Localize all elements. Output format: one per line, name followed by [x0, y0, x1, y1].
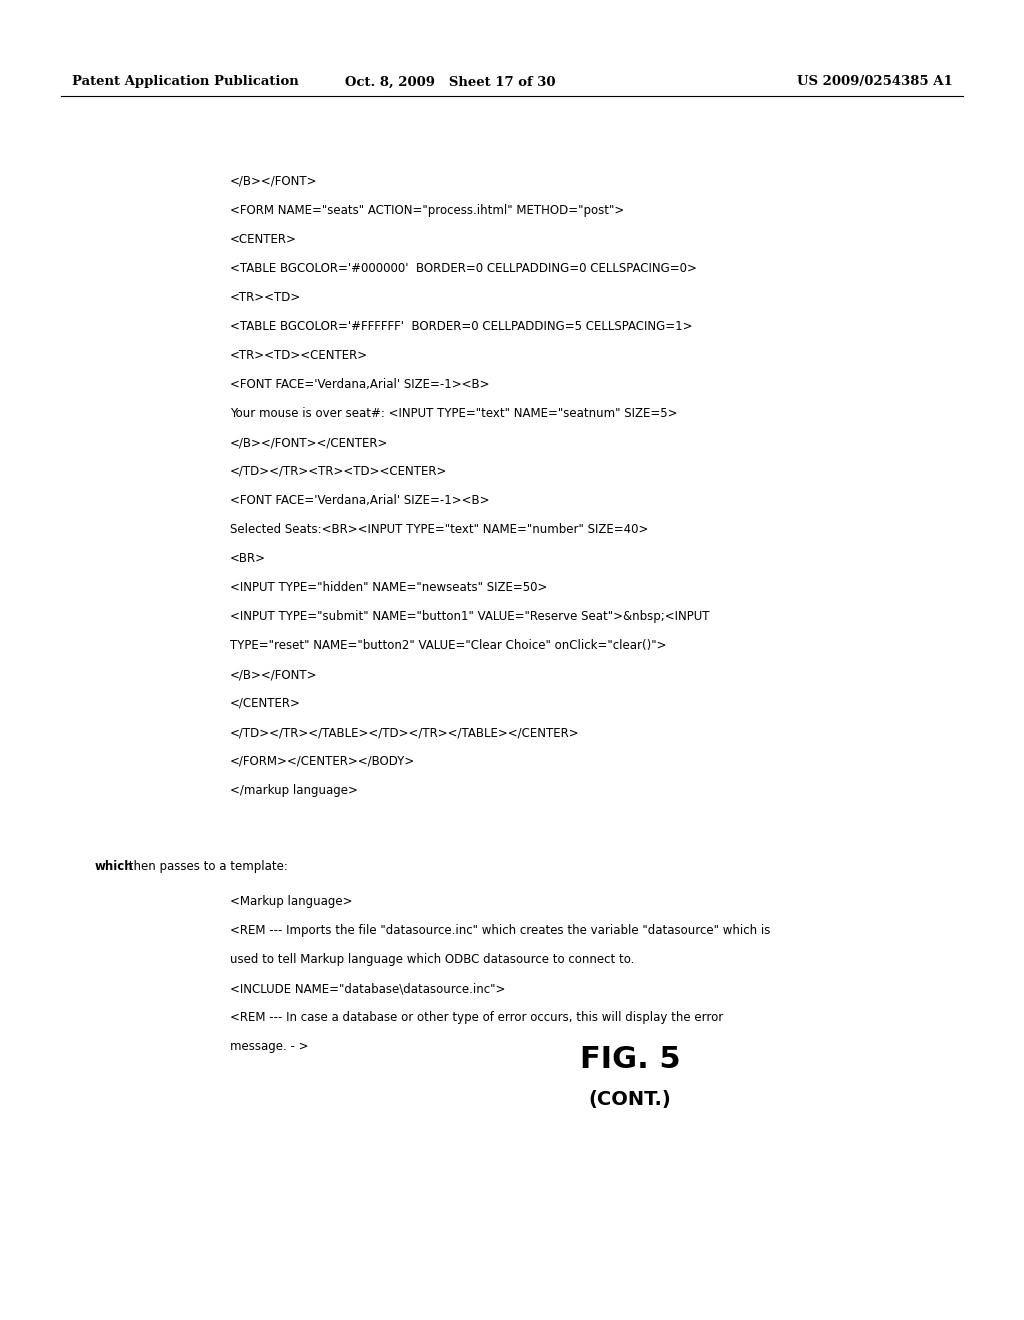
Text: <TR><TD><CENTER>: <TR><TD><CENTER> [230, 348, 368, 362]
Text: then passes to a template:: then passes to a template: [125, 861, 288, 873]
Text: </B></FONT></CENTER>: </B></FONT></CENTER> [230, 436, 388, 449]
Text: <INCLUDE NAME="database\datasource.inc">: <INCLUDE NAME="database\datasource.inc"> [230, 982, 506, 995]
Text: US 2009/0254385 A1: US 2009/0254385 A1 [797, 75, 952, 88]
Text: </markup language>: </markup language> [230, 784, 357, 797]
Text: <TR><TD>: <TR><TD> [230, 290, 301, 304]
Text: which: which [95, 861, 133, 873]
Text: <FORM NAME="seats" ACTION="process.ihtml" METHOD="post">: <FORM NAME="seats" ACTION="process.ihtml… [230, 205, 625, 216]
Text: <REM --- In case a database or other type of error occurs, this will display the: <REM --- In case a database or other typ… [230, 1011, 723, 1024]
Text: used to tell Markup language which ODBC datasource to connect to.: used to tell Markup language which ODBC … [230, 953, 635, 966]
Text: Your mouse is over seat#: <INPUT TYPE="text" NAME="seatnum" SIZE=5>: Your mouse is over seat#: <INPUT TYPE="t… [230, 407, 678, 420]
Text: </B></FONT>: </B></FONT> [230, 668, 317, 681]
Text: </FORM></CENTER></BODY>: </FORM></CENTER></BODY> [230, 755, 416, 768]
Text: <INPUT TYPE="submit" NAME="button1" VALUE="Reserve Seat">&nbsp;<INPUT: <INPUT TYPE="submit" NAME="button1" VALU… [230, 610, 710, 623]
Text: FIG. 5: FIG. 5 [580, 1045, 680, 1074]
Text: Patent Application Publication: Patent Application Publication [72, 75, 298, 88]
Text: <FONT FACE='Verdana,Arial' SIZE=-1><B>: <FONT FACE='Verdana,Arial' SIZE=-1><B> [230, 378, 489, 391]
Text: <CENTER>: <CENTER> [230, 234, 297, 246]
Text: TYPE="reset" NAME="button2" VALUE="Clear Choice" onClick="clear()">: TYPE="reset" NAME="button2" VALUE="Clear… [230, 639, 667, 652]
Text: </CENTER>: </CENTER> [230, 697, 301, 710]
Text: (CONT.): (CONT.) [589, 1090, 672, 1109]
Text: </B></FONT>: </B></FONT> [230, 176, 317, 187]
Text: message. - >: message. - > [230, 1040, 308, 1053]
Text: </TD></TR><TR><TD><CENTER>: </TD></TR><TR><TD><CENTER> [230, 465, 447, 478]
Text: Selected Seats:<BR><INPUT TYPE="text" NAME="number" SIZE=40>: Selected Seats:<BR><INPUT TYPE="text" NA… [230, 523, 648, 536]
Text: <TABLE BGCOLOR='#FFFFFF'  BORDER=0 CELLPADDING=5 CELLSPACING=1>: <TABLE BGCOLOR='#FFFFFF' BORDER=0 CELLPA… [230, 319, 692, 333]
Text: <TABLE BGCOLOR='#000000'  BORDER=0 CELLPADDING=0 CELLSPACING=0>: <TABLE BGCOLOR='#000000' BORDER=0 CELLPA… [230, 261, 697, 275]
Text: </TD></TR></TABLE></TD></TR></TABLE></CENTER>: </TD></TR></TABLE></TD></TR></TABLE></CE… [230, 726, 580, 739]
Text: <INPUT TYPE="hidden" NAME="newseats" SIZE=50>: <INPUT TYPE="hidden" NAME="newseats" SIZ… [230, 581, 548, 594]
Text: Oct. 8, 2009   Sheet 17 of 30: Oct. 8, 2009 Sheet 17 of 30 [345, 75, 556, 88]
Text: <REM --- Imports the file "datasource.inc" which creates the variable "datasourc: <REM --- Imports the file "datasource.in… [230, 924, 770, 937]
Text: <Markup language>: <Markup language> [230, 895, 352, 908]
Text: <BR>: <BR> [230, 552, 266, 565]
Text: <FONT FACE='Verdana,Arial' SIZE=-1><B>: <FONT FACE='Verdana,Arial' SIZE=-1><B> [230, 494, 489, 507]
